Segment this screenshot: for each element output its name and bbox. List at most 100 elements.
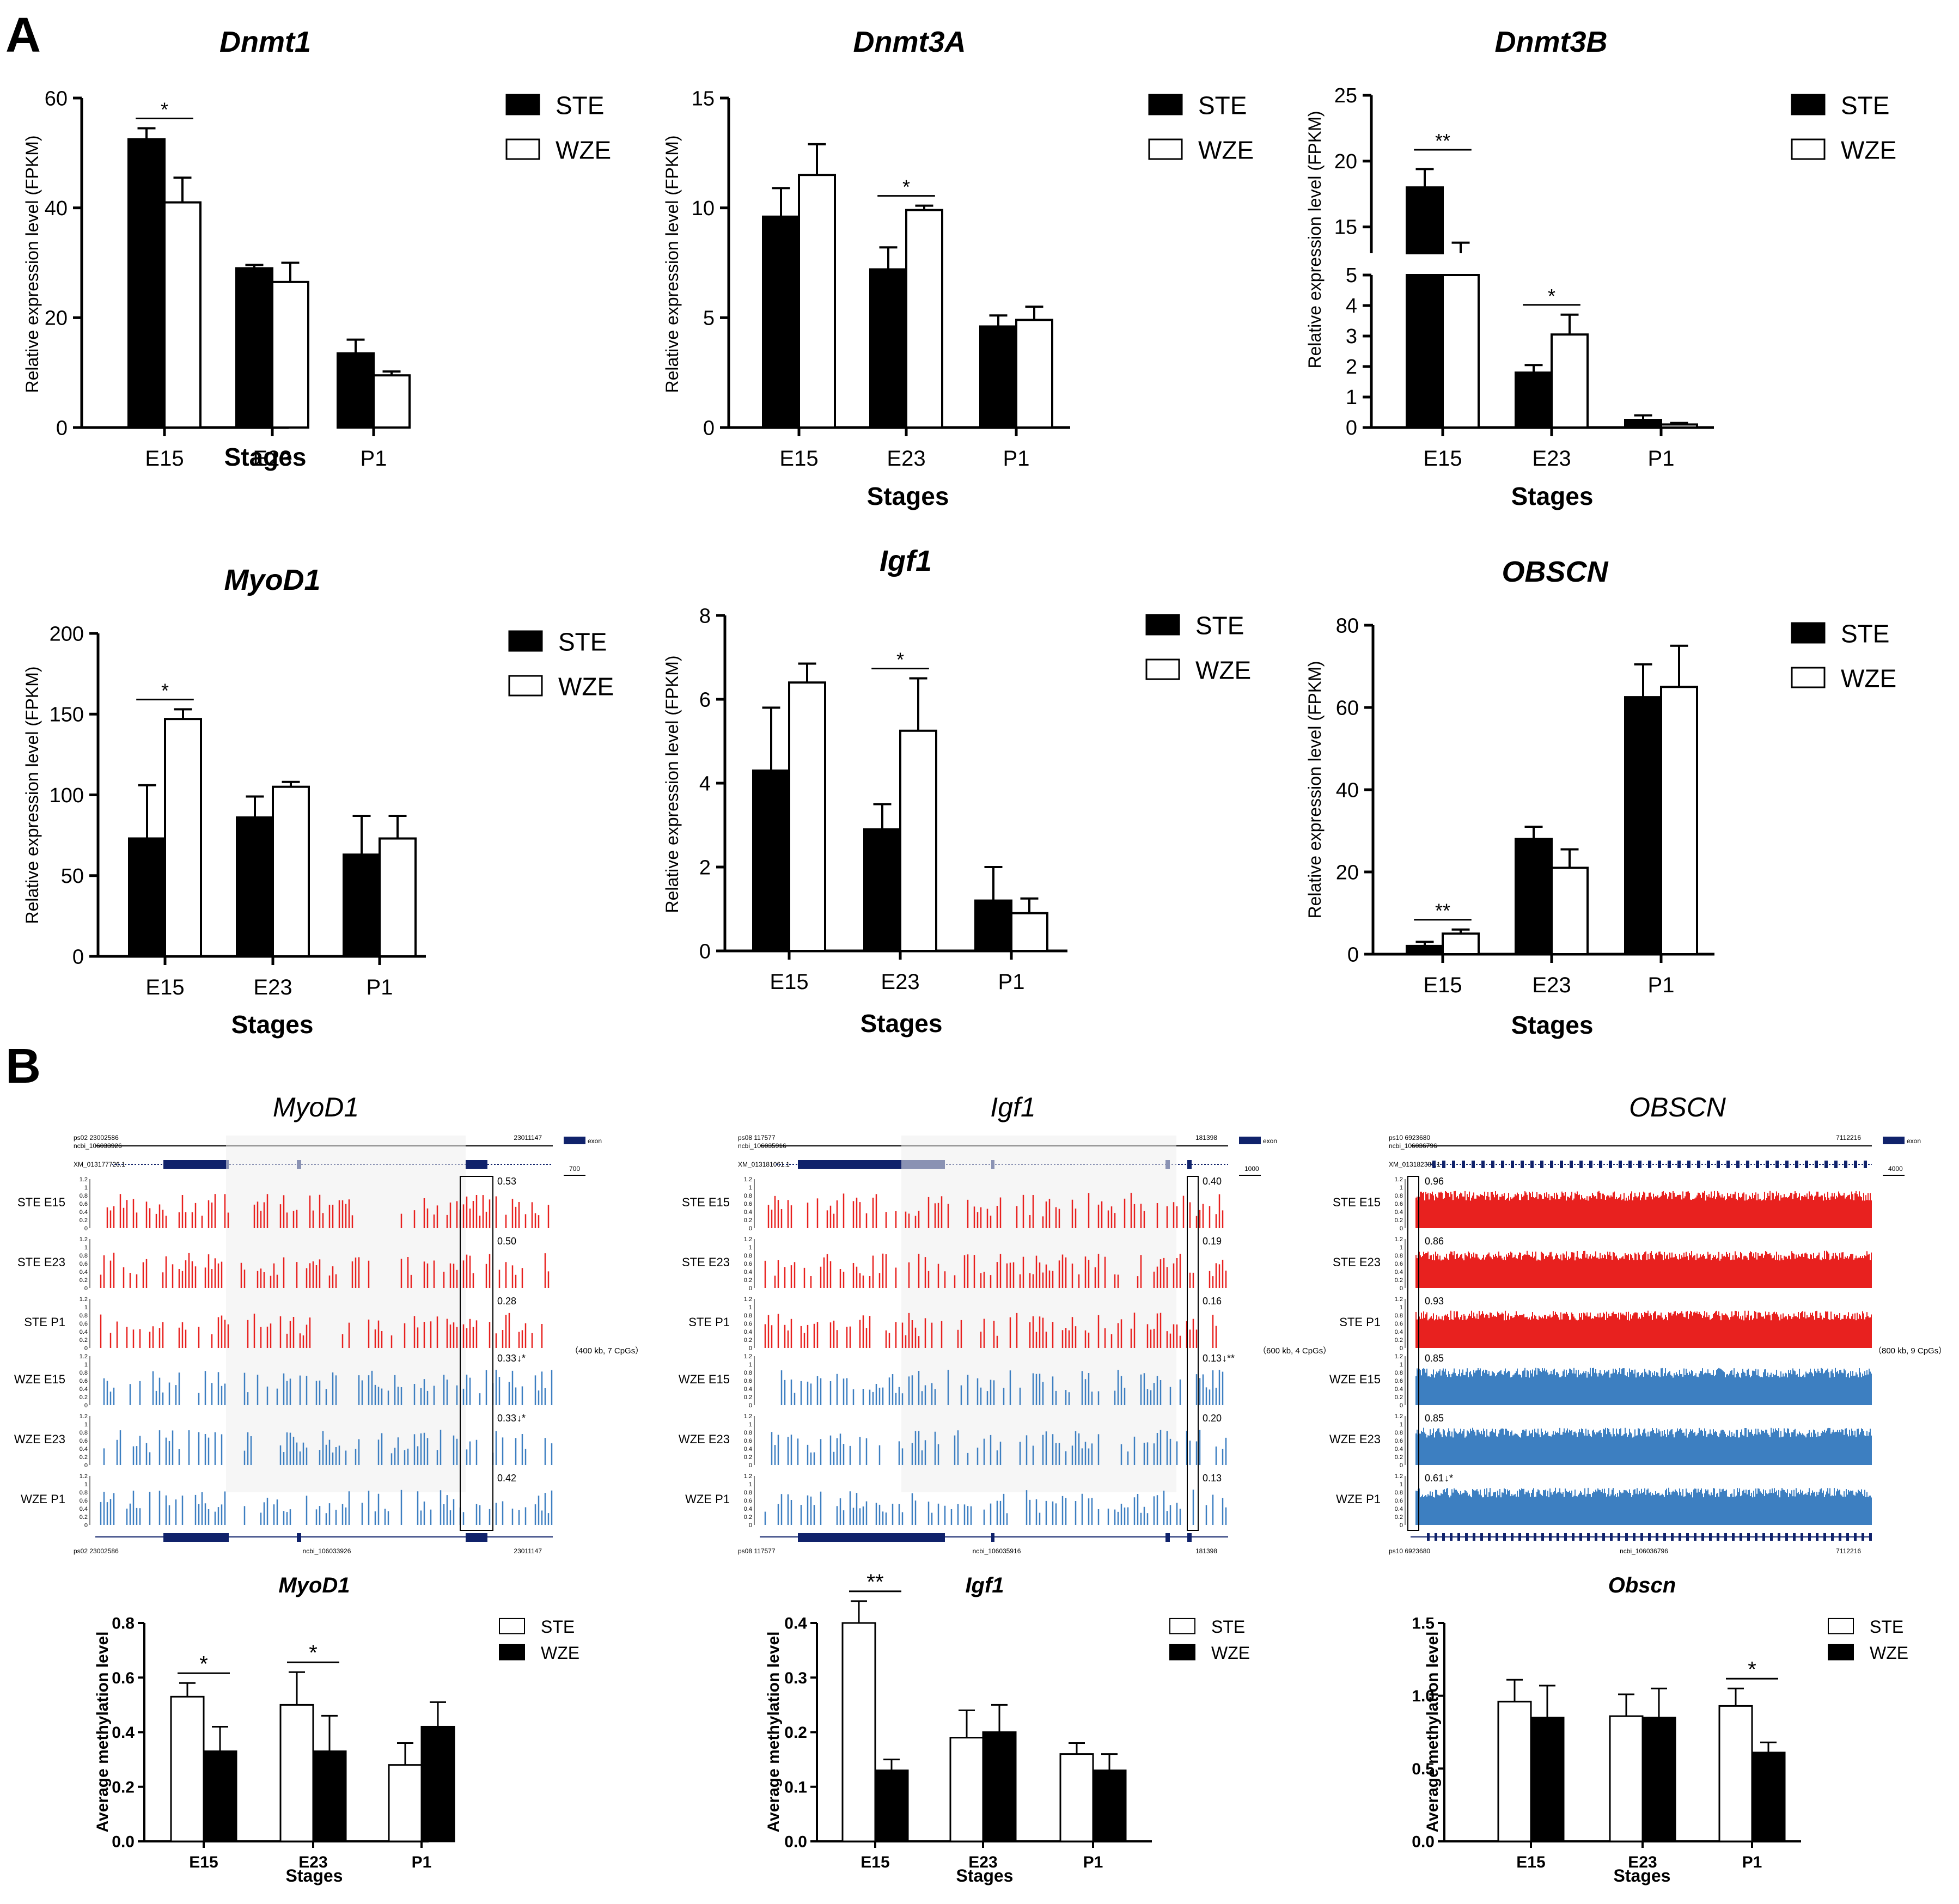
y-tick-label: 0 [72, 945, 84, 968]
sample-label: STE E15 [17, 1195, 65, 1209]
bar-ste-upper [1406, 186, 1444, 254]
region-value: 0.28 [497, 1296, 516, 1307]
x-tick-label: P1 [1742, 1853, 1762, 1871]
highlight-box [460, 1176, 493, 1531]
bottom-exon-block [1694, 1533, 1696, 1541]
methylation-signal [106, 1194, 550, 1228]
row-y-tick-label: 0.6 [80, 1498, 88, 1504]
row-y-tick-label: 0.6 [1395, 1261, 1403, 1267]
row-y-tick-label: 0.6 [1395, 1498, 1403, 1504]
exon-block [1570, 1161, 1573, 1168]
methylation-signal [764, 1490, 1227, 1525]
bottom-exon-block [297, 1533, 301, 1542]
y-tick-label: 0.2 [112, 1778, 135, 1796]
y-axis-label: Average methylation level [765, 1631, 783, 1832]
y-tick-label: 50 [61, 865, 84, 888]
region-value: 0.13 [1203, 1353, 1222, 1364]
exon-block [1540, 1161, 1543, 1168]
bottom-exon-block [1541, 1533, 1544, 1541]
row-y-tick-label: 0.8 [1395, 1430, 1403, 1436]
region-note: （800 kb, 9 CpGs） [1873, 1346, 1946, 1356]
bar-ste [388, 1764, 423, 1842]
bar-wze [982, 1731, 1017, 1842]
row-y-tick-label: 0.6 [744, 1378, 752, 1384]
x-axis-label: Stages [867, 482, 949, 510]
y-tick-label: 0.0 [784, 1833, 807, 1851]
row-y-tick-label: 0.6 [1395, 1201, 1403, 1207]
exon-block [1815, 1161, 1818, 1168]
legend-swatch-ste [499, 1618, 525, 1634]
bottom-exon-block [1435, 1533, 1437, 1541]
bottom-exon-block [1755, 1533, 1757, 1541]
significance-mark: * [309, 1641, 318, 1665]
bar-wze [905, 209, 943, 429]
row-y-tick-label: 0 [84, 1345, 88, 1352]
exon-block [1746, 1161, 1749, 1168]
exon-block [1609, 1161, 1612, 1168]
row-y-tick-label: 0.2 [80, 1337, 88, 1344]
row-y-tick-label: 1 [84, 1185, 88, 1191]
sample-label: WZE E15 [14, 1372, 65, 1386]
row-y-tick-label: 0.4 [744, 1269, 752, 1276]
bottom-exon-block [1785, 1533, 1788, 1541]
sample-label: STE E23 [1333, 1255, 1381, 1269]
x-axis-label: Stages [1614, 1866, 1671, 1885]
legend-swatch-wze [505, 138, 540, 160]
bottom-exon-block [1747, 1533, 1750, 1541]
coord-bottom-left: ps10 6923680 [1389, 1547, 1430, 1555]
row-y-tick-label: 1.2 [80, 1296, 88, 1303]
legend-label-wze: WZE [556, 136, 611, 164]
methylation-signal [1415, 1487, 1872, 1525]
bottom-exon-block [1862, 1533, 1864, 1541]
row-y-tick-label: 0.6 [744, 1321, 752, 1327]
row-y-tick-label: 1 [1400, 1244, 1403, 1251]
significance-mark: * [161, 679, 169, 701]
row-y-tick-label: 0 [84, 1462, 88, 1469]
row-y-tick-label: 1.2 [744, 1353, 752, 1360]
bar-ste [170, 1695, 205, 1842]
exon-block [1501, 1161, 1504, 1168]
bottom-exon-block [1686, 1533, 1689, 1541]
bottom-exon-block [1778, 1533, 1780, 1541]
region-value: 0.50 [497, 1236, 516, 1247]
significance-mark: ** [1435, 130, 1450, 152]
bottom-exon-block [1663, 1533, 1666, 1541]
bar-ste [1406, 274, 1444, 429]
transcript-label: XM_013182380.1 [1389, 1161, 1441, 1168]
legend-label-ste: STE [556, 91, 604, 120]
y-tick-label: 3 [1346, 325, 1357, 348]
region-value: 0.93 [1425, 1296, 1444, 1307]
y-tick-label: 20 [1336, 861, 1359, 884]
bar-wze [798, 174, 836, 429]
y-axis-label: Average methylation level [1424, 1631, 1442, 1832]
y-axis-label: Relative expression level (FPKM) [662, 655, 682, 913]
methylation-signal [103, 1370, 553, 1405]
legend-label-ste: STE [541, 1617, 575, 1637]
bottom-exon-block [798, 1533, 945, 1542]
x-tick-label: P1 [1003, 447, 1030, 471]
exon-block [1589, 1161, 1592, 1168]
legend-label-ste: STE [558, 628, 607, 656]
legend-swatch-wze [1828, 1644, 1854, 1661]
x-tick-label: P1 [412, 1853, 432, 1871]
row-y-tick-label: 0 [749, 1402, 752, 1409]
bottom-exon-block [1740, 1533, 1742, 1541]
bottom-exon-block [163, 1533, 229, 1542]
x-tick-label: E23 [968, 1853, 997, 1871]
x-axis-label: Stages [861, 1009, 943, 1038]
methylation-signal [780, 1370, 1224, 1405]
y-tick-label: 4 [699, 772, 711, 795]
bar-ste [1609, 1715, 1644, 1842]
legend-label-wze: WZE [541, 1643, 579, 1663]
row-y-tick-label: 1 [1400, 1185, 1403, 1191]
chart-title: Dnmt1 [219, 26, 311, 58]
x-tick-label: E15 [861, 1853, 889, 1871]
y-tick-label: 0.3 [784, 1669, 807, 1687]
row-y-tick-label: 0.6 [80, 1438, 88, 1444]
row-y-tick-label: 0 [1400, 1522, 1403, 1529]
x-tick-label: E15 [189, 1853, 218, 1871]
region-value: 0.16 [1203, 1296, 1222, 1307]
bottom-exon-block [1709, 1533, 1712, 1541]
exon-block [1628, 1161, 1632, 1168]
bottom-exon-block [1724, 1533, 1727, 1541]
